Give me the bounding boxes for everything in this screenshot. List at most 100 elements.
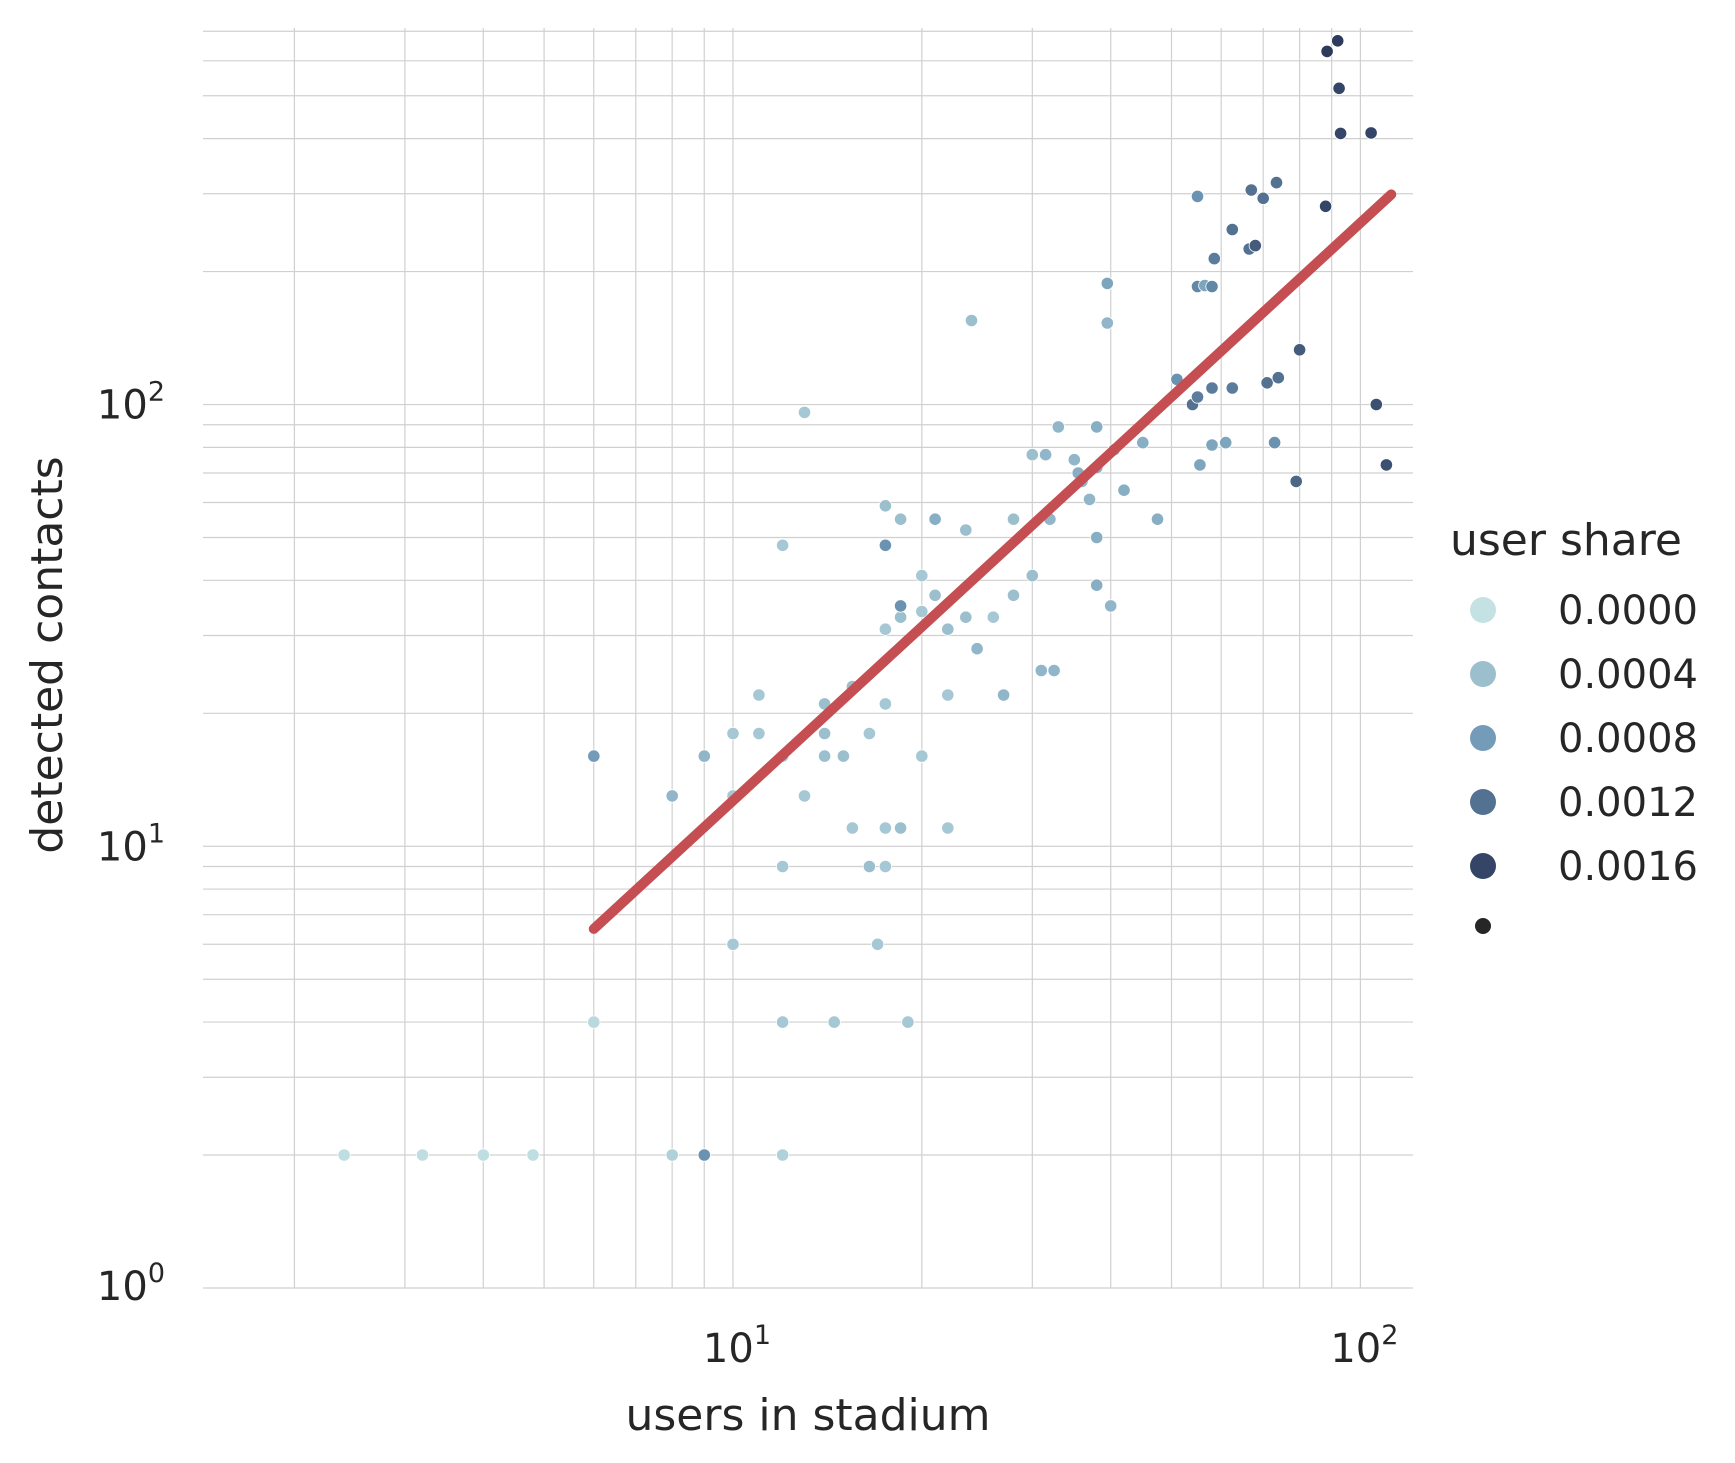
- data-point: [727, 938, 739, 950]
- data-point: [1293, 344, 1305, 356]
- data-point: [818, 727, 830, 739]
- data-point: [1290, 475, 1302, 487]
- tick-labels: 101 102 100 101 102: [97, 377, 1399, 1372]
- x-axis-label: users in stadium: [625, 1390, 990, 1441]
- data-points: [338, 35, 1393, 1162]
- data-point: [929, 589, 941, 601]
- data-point: [1380, 459, 1392, 471]
- data-point: [1272, 372, 1284, 384]
- legend: user share 0.0000 0.0004 0.0008 0.0012 0.001…: [1450, 515, 1698, 934]
- data-point: [1249, 239, 1261, 251]
- data-point: [1226, 223, 1238, 235]
- data-point: [1270, 176, 1282, 188]
- data-point: [753, 727, 765, 739]
- data-point: [916, 605, 928, 617]
- data-point: [666, 790, 678, 802]
- x-tick-label: 101: [703, 1320, 771, 1372]
- data-point: [960, 611, 972, 623]
- data-point: [1091, 579, 1103, 591]
- data-point: [1039, 449, 1051, 461]
- y-tick-label: 100: [97, 1258, 165, 1310]
- data-point: [929, 513, 941, 525]
- y-axis-label: detected contacts: [22, 456, 73, 853]
- data-point: [1191, 391, 1203, 403]
- data-point: [1245, 184, 1257, 196]
- data-point: [753, 689, 765, 701]
- data-point: [1068, 454, 1080, 466]
- data-point: [776, 1016, 788, 1028]
- data-point: [942, 822, 954, 834]
- data-point: [1026, 449, 1038, 461]
- data-point: [902, 1016, 914, 1028]
- data-point: [879, 698, 891, 710]
- data-point: [916, 569, 928, 581]
- data-point: [1101, 277, 1113, 289]
- data-point: [588, 750, 600, 762]
- data-point: [894, 611, 906, 623]
- data-point: [727, 727, 739, 739]
- data-point: [916, 750, 928, 762]
- legend-label: 0.0016: [1558, 844, 1698, 890]
- data-point: [1370, 398, 1382, 410]
- data-point: [879, 860, 891, 872]
- x-tick-label: 102: [1330, 1320, 1398, 1372]
- data-point: [1091, 421, 1103, 433]
- data-point: [1321, 45, 1333, 57]
- data-point: [698, 1149, 710, 1161]
- data-point: [1365, 127, 1377, 139]
- data-point: [776, 860, 788, 872]
- data-point: [828, 1016, 840, 1028]
- data-point: [1208, 252, 1220, 264]
- data-point: [1101, 317, 1113, 329]
- data-point: [1268, 436, 1280, 448]
- data-point: [338, 1149, 350, 1161]
- data-point: [416, 1149, 428, 1161]
- y-tick-label: 102: [97, 377, 165, 429]
- data-point: [1007, 513, 1019, 525]
- legend-entries: 0.0000 0.0004 0.0008 0.0012 0.0016: [1470, 588, 1698, 934]
- data-point: [1026, 569, 1038, 581]
- fit-line: [594, 194, 1391, 928]
- data-point: [971, 643, 983, 655]
- data-point: [942, 623, 954, 635]
- data-point: [1257, 192, 1269, 204]
- data-point: [1319, 200, 1331, 212]
- y-tick-label: 101: [97, 818, 165, 870]
- legend-title: user share: [1450, 515, 1682, 566]
- data-point: [879, 623, 891, 635]
- data-point: [666, 1149, 678, 1161]
- data-point: [698, 750, 710, 762]
- legend-label: 0.0000: [1558, 588, 1698, 634]
- data-point: [894, 822, 906, 834]
- data-point: [960, 524, 972, 536]
- fit-line-layer: [594, 194, 1391, 928]
- data-point: [477, 1149, 489, 1161]
- data-point: [987, 611, 999, 623]
- data-point: [1118, 484, 1130, 496]
- data-point: [527, 1149, 539, 1161]
- data-point: [1052, 421, 1064, 433]
- data-point: [1035, 664, 1047, 676]
- data-point: [965, 314, 977, 326]
- data-point: [818, 750, 830, 762]
- data-point: [1083, 493, 1095, 505]
- legend-swatch: [1470, 597, 1496, 623]
- data-point: [1048, 664, 1060, 676]
- legend-swatch: [1470, 725, 1496, 751]
- data-point: [1261, 377, 1273, 389]
- data-point: [798, 406, 810, 418]
- data-point: [1105, 600, 1117, 612]
- legend-label: 0.0008: [1558, 716, 1698, 762]
- data-point: [1206, 280, 1218, 292]
- data-point: [588, 1016, 600, 1028]
- data-point: [1226, 382, 1238, 394]
- data-point: [1194, 459, 1206, 471]
- data-point: [863, 860, 875, 872]
- data-point: [871, 938, 883, 950]
- legend-label: 0.0012: [1558, 780, 1698, 826]
- legend-swatch: [1470, 853, 1496, 879]
- data-point: [942, 689, 954, 701]
- data-point: [798, 790, 810, 802]
- legend-size-marker: [1475, 918, 1491, 934]
